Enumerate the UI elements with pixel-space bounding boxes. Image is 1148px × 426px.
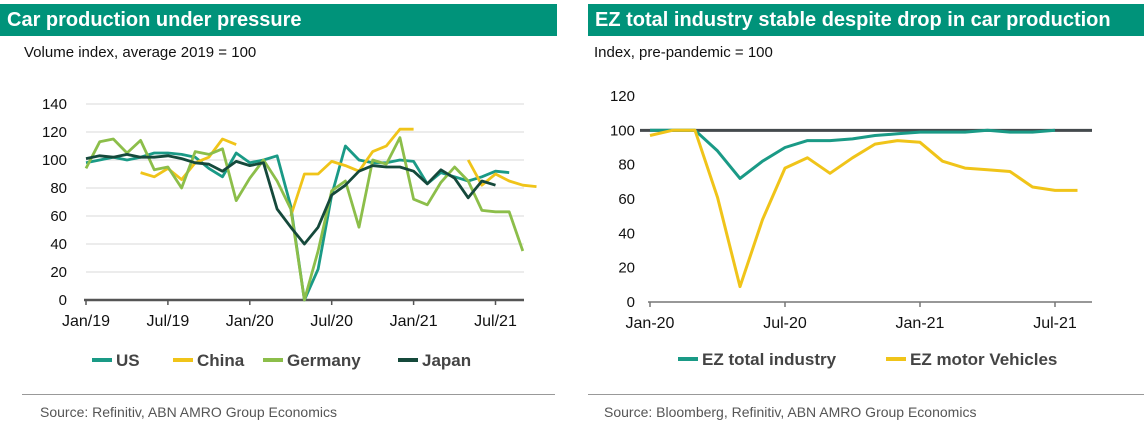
chart-subtitle: Index, pre-pandemic = 100 — [594, 44, 773, 61]
y-tick-label: 100 — [42, 152, 67, 169]
series-line-germany — [84, 136, 525, 302]
x-tick-label: Jan/20 — [226, 313, 274, 330]
x-tick-label: Jan/21 — [390, 313, 438, 330]
x-tick-label: Jan-21 — [896, 315, 945, 332]
y-tick-label: 80 — [618, 157, 635, 174]
y-tick-label: 60 — [618, 191, 635, 208]
series-line-ez-motor-vehicles — [649, 128, 1078, 289]
y-tick-label: 40 — [50, 236, 67, 253]
ez-industry-chart: 0 20 40 60 80 100 120 Jan-20 Jul-20 Jan-21 Jul-21 E… — [610, 88, 1092, 369]
y-tick-label: 20 — [618, 260, 635, 277]
y-tick-label: 120 — [610, 88, 635, 105]
x-tick-label: Jul-21 — [1033, 315, 1077, 332]
y-tick-label: 80 — [50, 180, 67, 197]
legend-label-japan: Japan — [422, 351, 471, 370]
y-tick-label: 60 — [50, 208, 67, 225]
y-tick-label: 120 — [42, 124, 67, 141]
series-line-ez-total-industry — [650, 128, 1056, 180]
y-tick-label: 20 — [50, 264, 67, 281]
source-divider — [22, 394, 555, 395]
series-line-us — [85, 144, 510, 302]
y-tick-label: 0 — [59, 292, 67, 309]
x-tick-label: Jul/19 — [147, 313, 190, 330]
y-tick-label: 140 — [42, 96, 67, 113]
source-divider — [588, 394, 1144, 395]
y-tick-label: 40 — [618, 225, 635, 242]
legend-label-us: US — [116, 351, 140, 370]
legend-label-ez-motor-vehicles: EZ motor Vehicles — [910, 350, 1057, 369]
x-tick-label: Jan/19 — [62, 313, 110, 330]
source-note: Source: Bloomberg, Refinitiv, ABN AMRO G… — [604, 404, 977, 420]
chart-title: EZ total industry stable despite drop in… — [588, 4, 1144, 36]
x-tick-label: Jul-20 — [763, 315, 807, 332]
legend-label-germany: Germany — [287, 351, 361, 370]
legend-label-china: China — [197, 351, 245, 370]
x-tick-label: Jan-20 — [626, 315, 675, 332]
right-chart-panel: EZ total industry stable despite drop in… — [588, 0, 1148, 426]
x-tick-label: Jul/20 — [310, 313, 353, 330]
y-tick-label: 100 — [610, 122, 635, 139]
x-tick-label: Jul/21 — [474, 313, 517, 330]
y-tick-label: 0 — [627, 294, 635, 311]
car-production-chart: 0 20 40 60 80 100 120 140 Jan/19 Jul/19 Jan/20 Jul/… — [42, 96, 537, 370]
chart-subtitle: Volume index, average 2019 = 100 — [24, 44, 257, 61]
left-chart-panel: Car production under pressure Volume ind… — [0, 0, 557, 426]
chart-title: Car production under pressure — [0, 4, 557, 36]
source-note: Source: Refinitiv, ABN AMRO Group Econom… — [40, 404, 337, 420]
series-line-japan — [85, 153, 496, 246]
legend-label-ez-total-industry: EZ total industry — [702, 350, 837, 369]
